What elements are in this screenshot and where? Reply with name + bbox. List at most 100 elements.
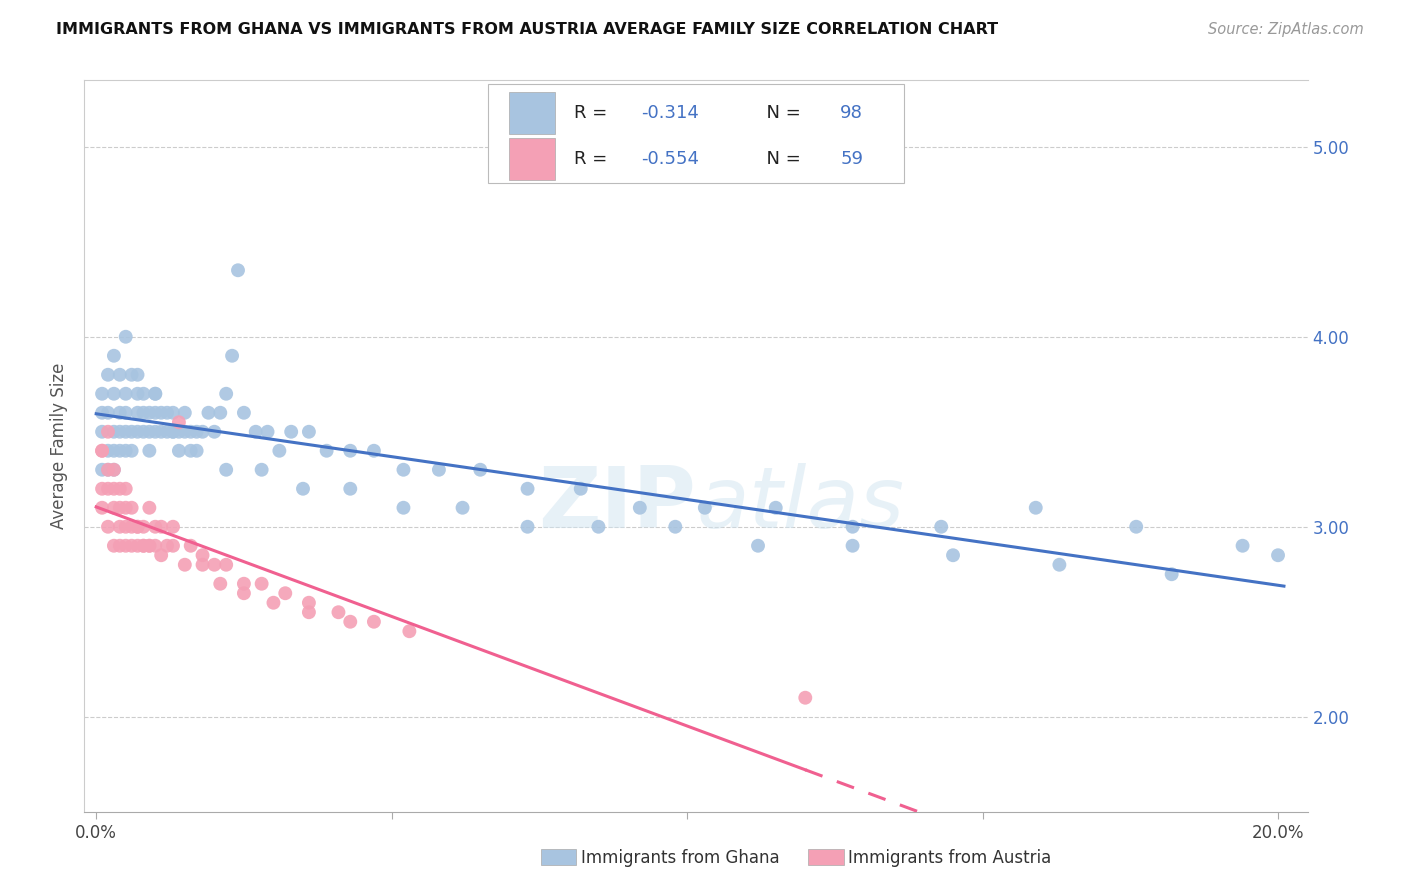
- Point: [221, 349, 243, 363]
- Point: [470, 463, 492, 477]
- Point: [127, 520, 149, 534]
- Point: [103, 539, 125, 553]
- Point: [91, 425, 114, 439]
- Point: [339, 482, 361, 496]
- Point: [167, 443, 190, 458]
- Point: [274, 586, 297, 600]
- Point: [162, 425, 184, 439]
- Bar: [509, 92, 555, 135]
- Point: [127, 539, 149, 553]
- Point: [569, 482, 592, 496]
- Point: [156, 425, 179, 439]
- Point: [114, 443, 136, 458]
- Point: [143, 386, 166, 401]
- Point: [97, 463, 120, 477]
- Point: [143, 386, 166, 401]
- Point: [114, 425, 136, 439]
- Point: [191, 558, 214, 572]
- Point: [339, 443, 361, 458]
- Point: [1125, 520, 1147, 534]
- Point: [108, 520, 131, 534]
- Text: atlas: atlas: [696, 463, 904, 546]
- Point: [97, 406, 120, 420]
- Point: [162, 425, 184, 439]
- Point: [150, 425, 173, 439]
- Point: [114, 500, 136, 515]
- Point: [173, 406, 195, 420]
- Text: -0.314: -0.314: [641, 104, 699, 122]
- Point: [114, 539, 136, 553]
- Point: [186, 425, 208, 439]
- Text: R =: R =: [574, 150, 613, 168]
- Point: [108, 406, 131, 420]
- Point: [156, 406, 179, 420]
- Point: [138, 539, 160, 553]
- Point: [245, 425, 267, 439]
- Point: [143, 520, 166, 534]
- Point: [197, 406, 219, 420]
- Point: [215, 463, 238, 477]
- Point: [298, 596, 321, 610]
- Point: [262, 596, 284, 610]
- Text: ZIP: ZIP: [538, 463, 696, 546]
- Point: [191, 548, 214, 562]
- Point: [97, 482, 120, 496]
- Point: [121, 425, 143, 439]
- Point: [167, 425, 190, 439]
- Point: [138, 425, 160, 439]
- Point: [121, 443, 143, 458]
- Point: [108, 425, 131, 439]
- Point: [138, 406, 160, 420]
- Point: [162, 520, 184, 534]
- Point: [132, 520, 155, 534]
- Point: [1047, 558, 1070, 572]
- Point: [127, 406, 149, 420]
- Text: -0.554: -0.554: [641, 150, 699, 168]
- Point: [186, 443, 208, 458]
- Point: [173, 425, 195, 439]
- Text: 98: 98: [841, 104, 863, 122]
- Point: [132, 539, 155, 553]
- Point: [114, 482, 136, 496]
- Point: [315, 443, 337, 458]
- Point: [127, 425, 149, 439]
- Point: [121, 520, 143, 534]
- Point: [103, 386, 125, 401]
- Point: [202, 558, 225, 572]
- Point: [232, 406, 254, 420]
- Point: [588, 520, 610, 534]
- Point: [180, 443, 202, 458]
- Point: [363, 443, 385, 458]
- Y-axis label: Average Family Size: Average Family Size: [51, 363, 69, 529]
- Point: [209, 406, 232, 420]
- Point: [929, 520, 952, 534]
- Point: [97, 425, 120, 439]
- Point: [150, 548, 173, 562]
- Point: [280, 425, 302, 439]
- Point: [103, 500, 125, 515]
- Point: [173, 558, 195, 572]
- Point: [226, 263, 249, 277]
- Point: [132, 386, 155, 401]
- Point: [103, 349, 125, 363]
- Point: [202, 425, 225, 439]
- Point: [150, 406, 173, 420]
- Point: [91, 500, 114, 515]
- Point: [97, 443, 120, 458]
- FancyBboxPatch shape: [488, 84, 904, 183]
- Point: [91, 406, 114, 420]
- Point: [232, 586, 254, 600]
- Point: [91, 386, 114, 401]
- Point: [132, 406, 155, 420]
- Text: Immigrants from Austria: Immigrants from Austria: [848, 849, 1052, 867]
- Point: [138, 500, 160, 515]
- Point: [108, 368, 131, 382]
- Text: Source: ZipAtlas.com: Source: ZipAtlas.com: [1208, 22, 1364, 37]
- Point: [121, 539, 143, 553]
- Point: [162, 406, 184, 420]
- Point: [103, 463, 125, 477]
- Point: [167, 415, 190, 429]
- Point: [765, 500, 787, 515]
- Point: [121, 500, 143, 515]
- Point: [121, 368, 143, 382]
